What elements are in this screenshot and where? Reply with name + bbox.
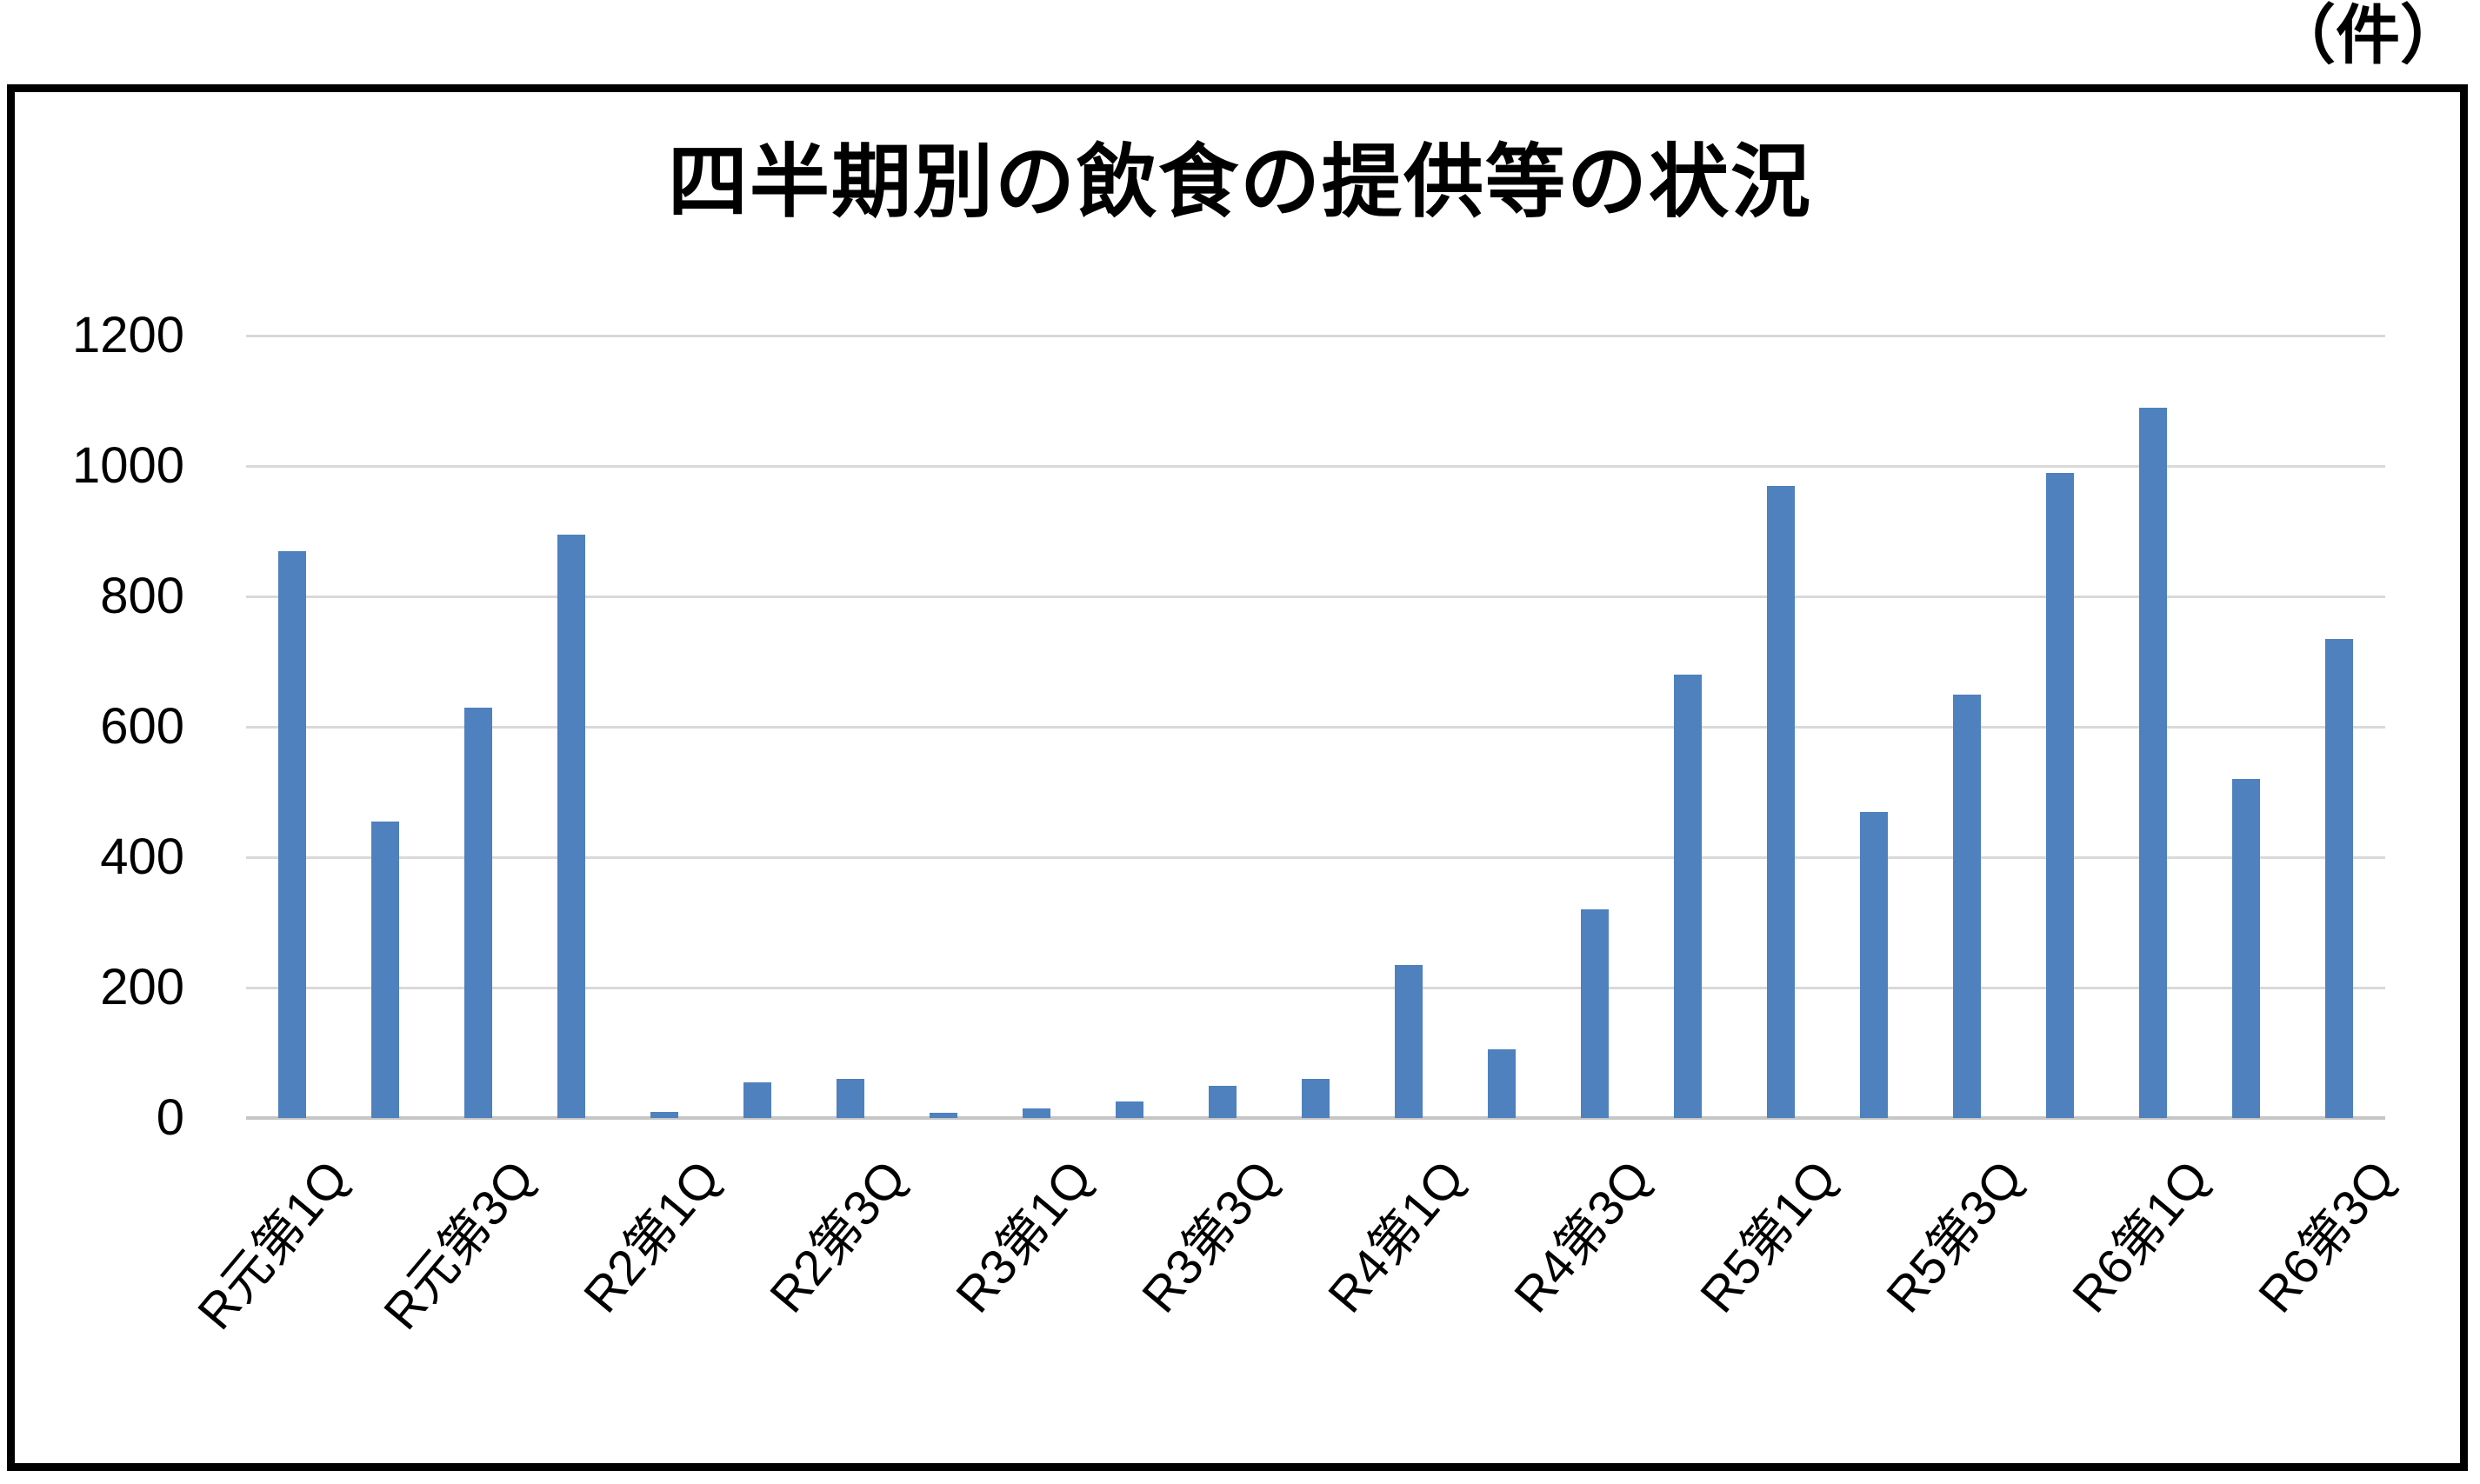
bar-R2第1Q xyxy=(650,1111,679,1118)
bar-R3第1Q xyxy=(1023,1108,1051,1118)
y-tick-label: 0 xyxy=(156,1089,184,1146)
bar-R4第4Q xyxy=(1673,675,1702,1118)
y-gridline xyxy=(246,595,2385,598)
y-tick-label: 400 xyxy=(100,829,184,885)
bar-R3第4Q xyxy=(1302,1079,1330,1118)
y-tick-label: 600 xyxy=(100,698,184,755)
bar-R5第2Q xyxy=(1859,811,1888,1118)
bar-R2第4Q xyxy=(930,1113,958,1118)
bar-R2第3Q xyxy=(837,1079,865,1118)
bar-R4第3Q xyxy=(1580,909,1609,1118)
bar-R4第2Q xyxy=(1487,1049,1516,1118)
y-gridline xyxy=(246,986,2385,989)
y-tick-label: 800 xyxy=(100,568,184,624)
bar-R3第2Q xyxy=(1116,1101,1144,1118)
y-gridline xyxy=(246,855,2385,859)
bar-R5第4Q xyxy=(2045,472,2074,1118)
bar-R6第2Q xyxy=(2231,779,2260,1118)
bar-R5第1Q xyxy=(1766,485,1795,1118)
y-gridline xyxy=(246,464,2385,468)
bar-R3第3Q xyxy=(1209,1085,1237,1118)
bar-R2第2Q xyxy=(743,1081,772,1118)
bar-R6第3Q xyxy=(2324,638,2353,1118)
y-tick-label: 1200 xyxy=(71,307,184,363)
bar-R元第4Q xyxy=(557,534,586,1118)
y-gridline xyxy=(246,725,2385,729)
bar-R元第3Q xyxy=(464,707,493,1118)
y-tick-label: 1000 xyxy=(71,437,184,494)
unit-label: （件） xyxy=(2271,0,2464,71)
chart-title: 四半期別の飲食の提供等の状況 xyxy=(667,138,1812,227)
bar-R元第1Q xyxy=(278,550,307,1118)
bar-R6第1Q xyxy=(2138,407,2167,1118)
bar-R元第2Q xyxy=(371,821,400,1118)
y-tick-label: 200 xyxy=(100,959,184,1015)
bar-R4第1Q xyxy=(1394,964,1423,1118)
y-gridline xyxy=(246,334,2385,337)
x-axis-line xyxy=(246,1116,2385,1120)
bar-R5第3Q xyxy=(1952,694,1981,1118)
